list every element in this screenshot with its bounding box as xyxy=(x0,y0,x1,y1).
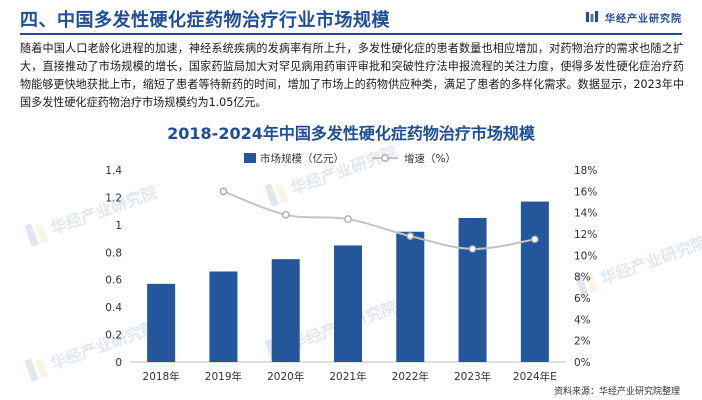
growth-point xyxy=(281,210,290,219)
bar xyxy=(271,259,300,362)
bar xyxy=(520,201,549,362)
growth-point xyxy=(406,232,415,240)
watermark-text: 华经产业研究院 xyxy=(288,142,400,198)
growth-point xyxy=(219,187,228,196)
x-tick-label: 2019年 xyxy=(205,370,242,383)
y-left-tick-label: 0.4 xyxy=(105,302,122,314)
watermark-logo-icon xyxy=(275,183,288,204)
bar xyxy=(334,245,362,362)
x-tick-label: 2021年 xyxy=(329,370,366,383)
watermark: 华经产业研究院 xyxy=(264,142,400,207)
bar xyxy=(458,218,487,362)
y-right-tick-label: 8% xyxy=(574,272,591,284)
brand-logo-icon xyxy=(586,11,598,22)
y-left-tick-label: 1.2 xyxy=(105,192,122,204)
watermark-text: 华经产业研究院 xyxy=(48,317,160,373)
y-left-tick-label: 0 xyxy=(115,357,122,369)
source-note: 资料来源：华经产业研究院整理 xyxy=(553,387,680,397)
watermark-logo-icon xyxy=(585,273,598,294)
y-right-tick-label: 10% xyxy=(574,250,597,262)
page-title: 四、中国多发性硬化症药物治疗行业市场规模 xyxy=(20,10,390,31)
brand-name: 华经产业研究院 xyxy=(605,13,682,25)
watermark-logo-icon xyxy=(264,183,279,207)
watermark-text: 华经产业研究院 xyxy=(598,232,702,288)
header-divider xyxy=(20,33,682,35)
growth-point xyxy=(344,215,352,223)
watermark: 华经产业研究院 xyxy=(24,182,160,247)
y-left-tick-label: 1.4 xyxy=(105,165,122,177)
y-left-tick-label: 0.2 xyxy=(105,330,122,342)
legend-label-line: 增速（%） xyxy=(404,152,456,165)
intro-paragraph: 随着中国人口老龄化进程的加速，神经系统疾病的发病率有所上升，多发性硬化症的患者数… xyxy=(20,42,684,109)
watermark-text: 华经产业研究院 xyxy=(48,182,160,238)
chart-title: 2018-2024年中国多发性硬化症药物治疗市场规模 xyxy=(167,124,535,143)
watermark-logo-icon xyxy=(574,273,589,297)
y-left-tick-label: 1 xyxy=(115,220,122,232)
y-left-tick-label: 0.8 xyxy=(105,247,122,259)
legend-swatch-marker xyxy=(381,154,389,162)
x-tick-label: 2020年 xyxy=(267,370,304,383)
y-right-tick-label: 18% xyxy=(574,165,597,177)
legend-swatch-bar xyxy=(244,153,256,163)
x-tick-label: 2022年 xyxy=(392,370,429,383)
x-tick-label: 2018年 xyxy=(143,370,180,383)
y-right-tick-label: 16% xyxy=(574,186,597,198)
brand: 华经产业研究院 xyxy=(585,9,682,25)
growth-point xyxy=(531,235,539,244)
header: 四、中国多发性硬化症药物治疗行业市场规模 华经产业研究院 xyxy=(0,0,702,35)
watermark-logo-icon xyxy=(24,358,39,382)
y-left-tick-label: 0.6 xyxy=(105,275,122,287)
y-right-tick-label: 2% xyxy=(574,336,591,348)
y-right-tick-label: 6% xyxy=(574,293,591,305)
legend-label-bar: 市场规模（亿元） xyxy=(260,152,344,165)
watermark-logo-icon xyxy=(35,223,48,244)
y-right-tick-label: 4% xyxy=(574,314,591,326)
bar xyxy=(147,283,176,362)
bar xyxy=(396,231,425,362)
y-right-tick-label: 14% xyxy=(574,208,597,220)
x-tick-label: 2023年 xyxy=(454,370,491,383)
x-tick-label: 2024年E xyxy=(513,370,557,383)
y-right-tick-label: 0% xyxy=(574,357,591,369)
bar xyxy=(209,271,238,362)
watermark-logo-icon xyxy=(24,223,39,247)
y-right-tick-label: 12% xyxy=(574,229,597,241)
growth-point xyxy=(468,245,477,253)
watermark: 华经产业研究院 xyxy=(24,317,160,382)
watermark-logo-icon xyxy=(35,358,48,379)
